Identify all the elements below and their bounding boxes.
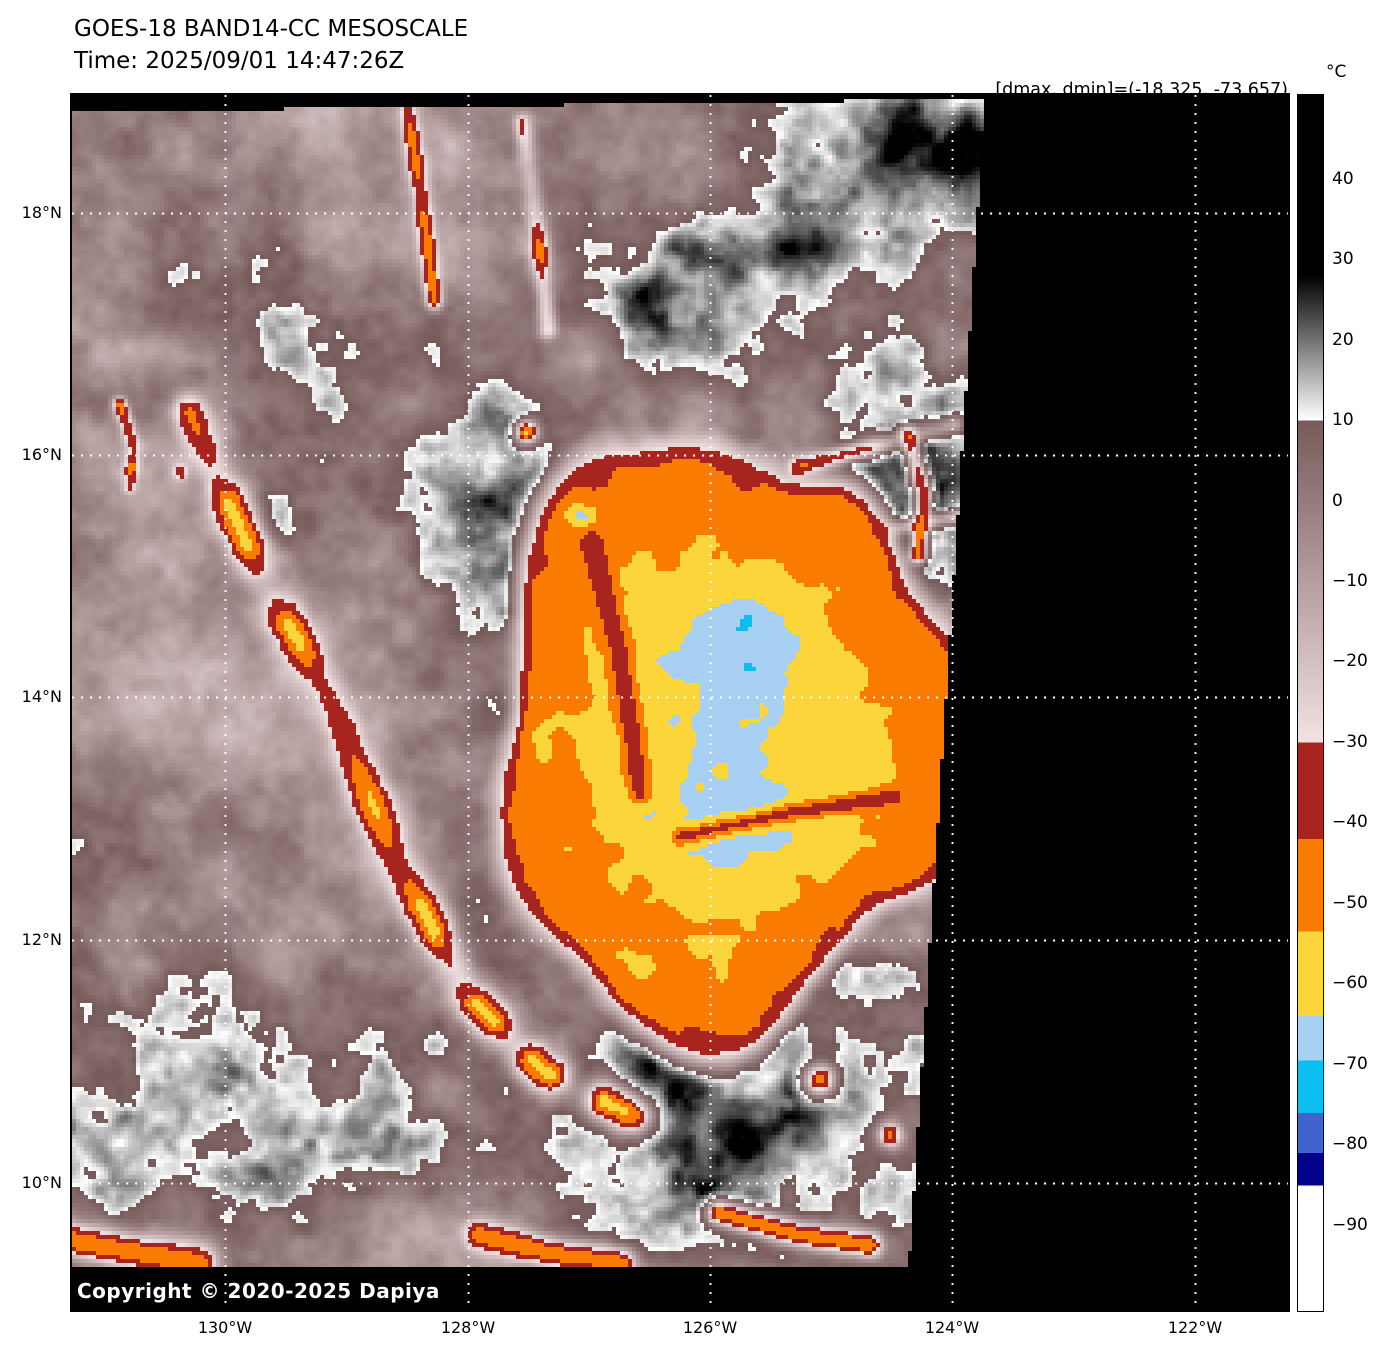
image-title: GOES-18 BAND14-CC MESOSCALE xyxy=(74,16,469,42)
colorbar-tick-8: −40 xyxy=(1332,812,1368,833)
colorbar-tick-1: 30 xyxy=(1332,249,1354,270)
copyright-watermark: Copyright © 2020-2025 Dapiya xyxy=(77,1279,440,1303)
lon-tick-label-1: 128°W xyxy=(440,1318,496,1337)
lat-tick-label-4: 10°N xyxy=(21,1173,62,1192)
colorbar-tick-12: −80 xyxy=(1332,1134,1368,1155)
colorbar-tick-0: 40 xyxy=(1332,168,1354,189)
image-timestamp: Time: 2025/09/01 14:47:26Z xyxy=(74,48,405,74)
satellite-imagery-canvas xyxy=(72,95,1288,1310)
colorbar-tick-6: −20 xyxy=(1332,651,1368,672)
colorbar-tick-13: −90 xyxy=(1332,1214,1368,1235)
temperature-colorbar xyxy=(1297,94,1324,1312)
lon-tick-label-2: 126°W xyxy=(682,1318,738,1337)
colorbar-tick-9: −50 xyxy=(1332,892,1368,913)
colorbar-tick-10: −60 xyxy=(1332,973,1368,994)
lon-tick-label-3: 124°W xyxy=(924,1318,980,1337)
colorbar-tick-5: −10 xyxy=(1332,571,1368,591)
colorbar-tick-7: −30 xyxy=(1332,731,1368,752)
colorbar-tick-11: −70 xyxy=(1332,1053,1368,1074)
colorbar-tick-2: 20 xyxy=(1332,329,1354,350)
colorbar-unit-label: °C xyxy=(1326,62,1347,82)
lat-tick-label-0: 18°N xyxy=(21,203,62,222)
colorbar-tick-3: 10 xyxy=(1332,410,1354,431)
lat-tick-label-3: 12°N xyxy=(21,930,62,949)
lat-tick-label-1: 16°N xyxy=(21,445,62,464)
lat-tick-label-2: 14°N xyxy=(21,687,62,706)
lon-tick-label-0: 130°W xyxy=(197,1318,253,1337)
colorbar-tick-4: 0 xyxy=(1332,490,1343,511)
lon-tick-label-4: 122°W xyxy=(1167,1318,1223,1337)
